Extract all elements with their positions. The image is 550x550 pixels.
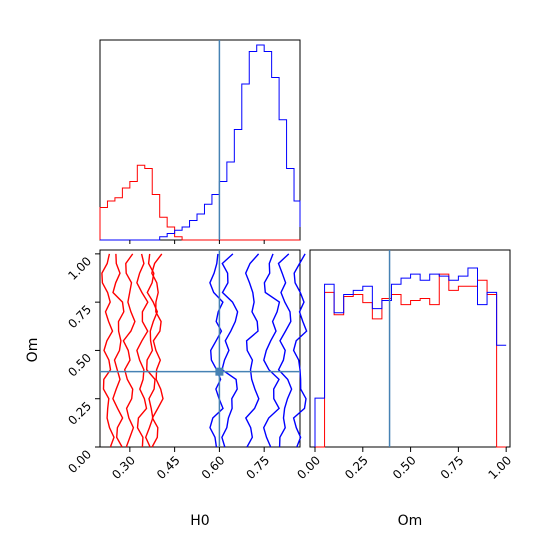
- contour-line-1: [112, 253, 125, 448]
- om-tick-label-4: 1.00: [486, 453, 515, 482]
- contour-line-4: [144, 253, 159, 448]
- contour-frame: [99, 249, 301, 448]
- contour-line-3: [136, 253, 149, 448]
- om-tick-label-0: 0.00: [294, 453, 323, 482]
- contour-y-ticks: 0.00 0.25 0.50 0.75 1.00: [65, 253, 100, 476]
- h0-tick-label-3: 0.75: [244, 453, 273, 482]
- om-histogram-line-0: [315, 273, 507, 448]
- om-histogram-panel: 0.00 0.25 0.50 0.75 1.00 Om: [294, 249, 514, 529]
- h0-histogram-line-1: [100, 44, 301, 241]
- h0-histogram-ticks: [129, 240, 265, 244]
- om-histogram-series: [314, 267, 507, 448]
- h0-tick-label-1: 0.45: [154, 453, 183, 482]
- h0-tick-label-2: 0.60: [199, 453, 228, 482]
- truth-point-marker: [215, 367, 224, 376]
- contour-x-ticks: 0.30 0.45 0.60 0.75: [109, 447, 272, 482]
- contour-line-6: [209, 253, 224, 448]
- om-y-tick-label-0: 0.00: [65, 447, 94, 476]
- h0-histogram-line-0: [99, 164, 300, 241]
- om-y-tick-label-3: 0.75: [65, 302, 94, 331]
- contour-line-0: [101, 253, 115, 448]
- contour-line-2: [122, 253, 136, 448]
- contour-line-5: [151, 253, 164, 448]
- om-tick-label-2: 0.50: [390, 453, 419, 482]
- h0-tick-label-0: 0.30: [109, 453, 138, 482]
- h0-histogram-frame: [99, 39, 301, 241]
- contour-line-11: [292, 253, 308, 448]
- om-y-axis-label: Om: [25, 338, 41, 363]
- contour-series: [101, 253, 308, 448]
- om-histogram-line-1: [314, 267, 507, 447]
- om-histogram-frame: [309, 249, 511, 448]
- contour-line-10: [277, 253, 293, 448]
- h0-histogram-series: [99, 44, 301, 241]
- om-tick-label-3: 0.75: [438, 453, 467, 482]
- contour-line-8: [244, 253, 260, 448]
- om-axis-label: Om: [398, 513, 423, 529]
- om-y-tick-label-4: 1.00: [65, 254, 94, 283]
- om-y-tick-label-1: 0.25: [65, 399, 94, 428]
- contour-line-7: [221, 253, 239, 448]
- h0-axis-label: H0: [190, 513, 209, 529]
- om-x-ticks: 0.00 0.25 0.50 0.75 1.00: [294, 447, 514, 482]
- om-tick-label-1: 0.25: [342, 453, 371, 482]
- om-y-tick-label-2: 0.50: [65, 351, 94, 380]
- h0-om-contour-panel: 0.30 0.45 0.60 0.75 0.00 0.25 0.50 0.75 1.00 H0…: [25, 249, 308, 529]
- h0-histogram-panel: [99, 39, 301, 244]
- contour-line-9: [262, 253, 281, 448]
